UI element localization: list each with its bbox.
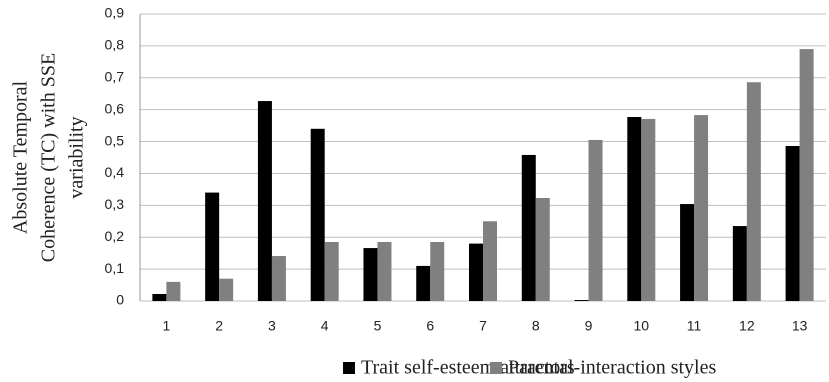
x-tick-label: 11: [687, 318, 702, 334]
y-tick-label: 0,1: [105, 260, 125, 276]
x-tick-label: 8: [532, 318, 540, 334]
x-tick-label: 2: [215, 318, 223, 334]
y-tick-label: 0,8: [105, 37, 125, 53]
bar: [785, 146, 800, 301]
y-tick-label: 0,6: [105, 100, 125, 116]
y-tick-label: 0,4: [105, 164, 125, 180]
x-tick-label: 10: [634, 318, 650, 334]
y-tick-label: 0,7: [105, 68, 125, 84]
y-axis-label: Absolute Temporal: [10, 80, 32, 234]
x-tick-label: 6: [426, 318, 434, 334]
bar: [521, 154, 536, 301]
x-tick-label: 3: [268, 318, 276, 334]
legend-label: Parental-interaction styles: [508, 357, 716, 379]
bar: [430, 242, 445, 301]
bar: [310, 128, 325, 301]
bar: [377, 242, 392, 301]
x-tick-label: 5: [374, 318, 382, 334]
bar: [205, 192, 220, 301]
y-axis-label: Coherence (TC) with SSE: [38, 53, 60, 262]
bar: [732, 226, 747, 301]
legend-swatch: [343, 362, 355, 374]
bar: [152, 293, 167, 301]
y-tick-label: 0,9: [105, 5, 125, 21]
x-tick-label: 4: [321, 318, 329, 334]
bar: [416, 265, 431, 301]
bar: [588, 139, 603, 301]
bar: [574, 300, 589, 301]
bar: [641, 118, 656, 301]
y-tick-label: 0,3: [105, 196, 125, 212]
y-tick-label: 0,5: [105, 132, 125, 148]
bar: [680, 204, 695, 301]
bar: [627, 117, 642, 301]
bar: [324, 242, 339, 301]
bar: [219, 278, 234, 301]
bar: [535, 197, 550, 301]
y-axis-label: variability: [66, 116, 88, 198]
x-tick-label: 1: [162, 318, 170, 334]
bar: [166, 281, 181, 301]
x-tick-label: 13: [792, 318, 808, 334]
bar: [271, 256, 286, 301]
bar: [257, 101, 272, 301]
bar: [483, 221, 497, 301]
bar: [469, 243, 483, 301]
legend-label: Trait self-esteem attractors: [361, 357, 575, 379]
legend-swatch: [490, 362, 502, 374]
bar: [363, 248, 378, 301]
x-tick-label: 7: [479, 318, 487, 334]
y-tick-label: 0,2: [105, 228, 125, 244]
x-tick-label: 12: [739, 318, 755, 334]
bar: [694, 115, 709, 302]
bar: [799, 49, 814, 302]
x-tick-label: 9: [585, 318, 593, 334]
y-tick-label: 0: [116, 292, 124, 308]
bar: [746, 82, 761, 302]
